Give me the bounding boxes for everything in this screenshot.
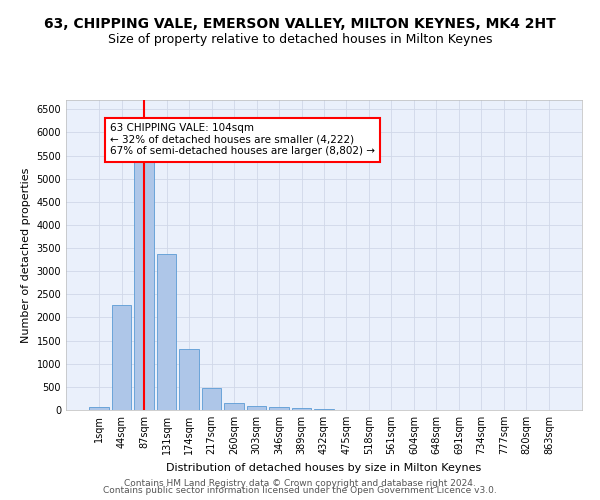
Bar <box>247 406 266 410</box>
Y-axis label: Number of detached properties: Number of detached properties <box>21 168 31 342</box>
Bar <box>89 407 109 410</box>
Bar <box>112 305 131 410</box>
X-axis label: Distribution of detached houses by size in Milton Keynes: Distribution of detached houses by size … <box>166 462 482 472</box>
Bar <box>134 159 154 410</box>
Bar <box>292 408 311 410</box>
Bar <box>202 388 221 410</box>
Bar <box>157 254 176 410</box>
Text: 63, CHIPPING VALE, EMERSON VALLEY, MILTON KEYNES, MK4 2HT: 63, CHIPPING VALE, EMERSON VALLEY, MILTO… <box>44 18 556 32</box>
Bar <box>269 408 289 410</box>
Bar <box>224 402 244 410</box>
Text: Contains HM Land Registry data © Crown copyright and database right 2024.: Contains HM Land Registry data © Crown c… <box>124 478 476 488</box>
Text: Contains public sector information licensed under the Open Government Licence v3: Contains public sector information licen… <box>103 486 497 495</box>
Bar <box>179 350 199 410</box>
Text: Size of property relative to detached houses in Milton Keynes: Size of property relative to detached ho… <box>108 32 492 46</box>
Bar <box>314 409 334 410</box>
Text: 63 CHIPPING VALE: 104sqm
← 32% of detached houses are smaller (4,222)
67% of sem: 63 CHIPPING VALE: 104sqm ← 32% of detach… <box>110 123 375 156</box>
